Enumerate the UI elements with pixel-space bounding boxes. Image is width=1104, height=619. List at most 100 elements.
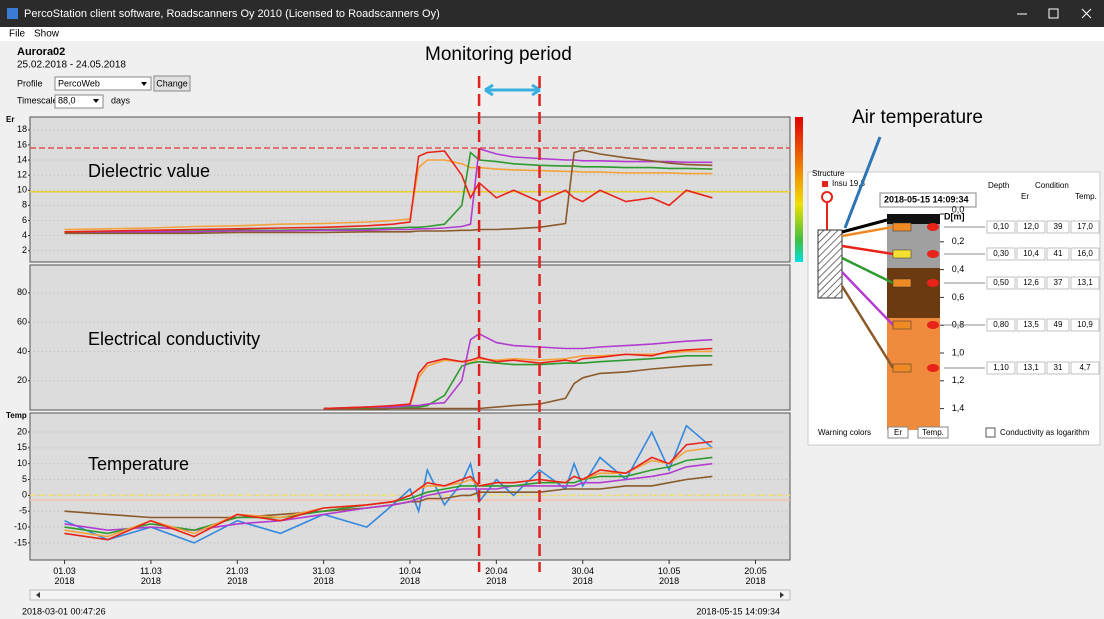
value-cell [986,247,1016,261]
condition-header: Condition [1035,181,1069,190]
y-tick-label: -10 [14,521,27,531]
series-line [64,150,713,233]
y-tick-label: 14 [17,154,27,164]
y-tick-label: 12 [17,170,27,180]
value-cell [1070,276,1100,290]
value-er: 12,6 [1023,278,1039,287]
series-line [64,462,713,532]
y-tick-label: 15 [17,442,27,452]
x-tick-label: 01.03 2018 [53,566,76,586]
y-tick-label: -5 [19,506,27,516]
value-ec: 37 [1054,278,1063,287]
value-cell [1016,220,1046,234]
panel-annotation: Temperature [88,454,189,474]
sensor-cable [841,225,894,238]
sensor-panel: Structure Insu 19,8 2018-05-15 14:09:34 … [807,136,1101,446]
depth-tick-label: 0,4 [952,264,965,274]
value-cell [1016,247,1046,261]
value-depth: 1,10 [993,363,1009,372]
series-line [64,440,713,541]
app-icon [7,8,18,19]
y-tick-label: 0 [22,490,27,500]
plot-area [29,116,791,263]
series-line [64,424,713,544]
value-ec: 31 [1054,363,1063,372]
warning-er: Er [894,428,902,437]
close-button[interactable] [1081,8,1092,19]
y-axis-label: Temp [6,411,27,420]
panel-annotation: Dielectric value [88,161,210,181]
value-cell [1046,247,1070,261]
y-tick-label: 10 [17,185,27,195]
series-line [323,347,713,410]
monitoring-label: Monitoring period [425,44,572,65]
plot-content [30,292,790,410]
air-temp-label: Air temperature [852,107,983,128]
sensor-status [927,223,939,231]
timescale-label: Timescale [17,95,58,105]
sensor-cable [841,271,894,326]
dropdown-arrow [93,99,99,103]
value-cell [1070,361,1100,375]
menu-item[interactable]: Show [34,29,60,40]
maximize-button[interactable] [1048,8,1059,19]
series-line [323,363,713,410]
depth-unit: D[m] [944,211,965,221]
value-cell [986,276,1016,290]
value-temp: 13,1 [1077,278,1093,287]
color-scale [795,117,803,262]
value-cell [1046,318,1070,332]
change-label: Change [156,78,188,88]
sensor-pole [817,229,843,299]
log-checkbox[interactable] [985,427,996,438]
profile-dropdown[interactable] [54,76,152,91]
value-er: 12,0 [1023,222,1039,231]
value-cell [986,220,1016,234]
chart-panel: -15 -10 -5 0 5 10 15 20 Temp Temperature [6,411,791,564]
value-cell [1046,276,1070,290]
menu-bar [0,27,1104,41]
change-button[interactable] [153,75,191,92]
profile-label: Profile [17,78,43,88]
value-depth: 0,10 [993,222,1009,231]
y-axis-label: Er [6,115,14,124]
window-title: PercoStation client software, Roadscanne… [24,8,440,20]
value-cell [986,318,1016,332]
series-line [64,159,713,231]
value-depth: 0,80 [993,320,1009,329]
x-tick-label: 11.03 2018 [139,566,162,586]
profile-value: PercoWeb [58,78,100,88]
sensor-box [892,278,912,288]
value-cell [1016,276,1046,290]
panel-annotation: Electrical conductivity [88,329,260,349]
timescale-dropdown[interactable] [54,94,104,109]
y-tick-label: 6 [22,215,27,225]
value-cell [1070,318,1100,332]
value-depth: 0,30 [993,249,1009,258]
dropdown-arrow [141,82,147,86]
y-tick-label: 8 [22,200,27,210]
y-tick-label: 4 [22,230,27,240]
value-er: 13,5 [1023,320,1039,329]
warning-temp: Temp. [922,428,944,437]
y-tick-label: 18 [17,124,27,134]
sensor-status [927,364,939,372]
sensor-box [892,222,912,232]
depth-tick-label: 1,2 [952,375,965,385]
depth-tick-label: 1,0 [952,347,965,357]
layer-subgrade [887,318,940,430]
menu-item[interactable]: File [9,29,26,40]
legend-label: Insu 19,8 [832,179,865,188]
sensor-cable [841,244,894,256]
footer-start: 2018-03-01 00:47:26 [22,606,106,616]
scrollbar[interactable] [29,589,791,601]
sensor-status [927,250,939,258]
series-line [64,447,713,538]
depth-tick-label: 0,2 [952,236,965,246]
plot-area [29,264,791,411]
series-line [64,147,713,234]
